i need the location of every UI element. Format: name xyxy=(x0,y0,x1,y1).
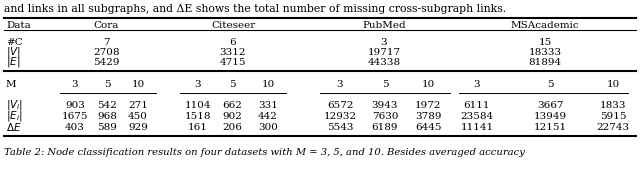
Text: 11141: 11141 xyxy=(460,122,493,132)
Text: $|E|$: $|E|$ xyxy=(6,55,20,69)
Text: 5: 5 xyxy=(228,80,236,89)
Text: 331: 331 xyxy=(258,101,278,110)
Text: 1104: 1104 xyxy=(185,101,211,110)
Text: Table 2: Node classification results on four datasets with M = 3, 5, and 10. Bes: Table 2: Node classification results on … xyxy=(4,148,525,157)
Text: 1972: 1972 xyxy=(415,101,441,110)
Text: 161: 161 xyxy=(188,122,208,132)
Text: 10: 10 xyxy=(261,80,275,89)
Text: 10: 10 xyxy=(606,80,620,89)
Text: 12151: 12151 xyxy=(533,122,566,132)
Text: 3: 3 xyxy=(72,80,78,89)
Text: 13949: 13949 xyxy=(533,112,566,121)
Text: Cora: Cora xyxy=(94,21,119,30)
Text: 10: 10 xyxy=(131,80,145,89)
Text: Citeseer: Citeseer xyxy=(211,21,255,30)
Text: 903: 903 xyxy=(65,101,85,110)
Text: 19717: 19717 xyxy=(367,47,401,56)
Text: MSAcademic: MSAcademic xyxy=(511,21,579,30)
Text: 662: 662 xyxy=(222,101,242,110)
Text: 5: 5 xyxy=(104,80,110,89)
Text: 7630: 7630 xyxy=(372,112,398,121)
Text: 23584: 23584 xyxy=(460,112,493,121)
Text: 6: 6 xyxy=(230,37,236,46)
Text: 902: 902 xyxy=(222,112,242,121)
Text: 12932: 12932 xyxy=(323,112,356,121)
Text: 15: 15 xyxy=(538,37,552,46)
Text: 206: 206 xyxy=(222,122,242,132)
Text: 1833: 1833 xyxy=(600,101,627,110)
Text: 3: 3 xyxy=(337,80,343,89)
Text: 3789: 3789 xyxy=(415,112,441,121)
Text: 589: 589 xyxy=(97,122,117,132)
Text: 22743: 22743 xyxy=(596,122,630,132)
Text: 5: 5 xyxy=(547,80,554,89)
Text: 6445: 6445 xyxy=(415,122,441,132)
Text: 442: 442 xyxy=(258,112,278,121)
Text: 5: 5 xyxy=(381,80,388,89)
Text: 968: 968 xyxy=(97,112,117,121)
Text: 44338: 44338 xyxy=(367,57,401,66)
Text: 403: 403 xyxy=(65,122,85,132)
Text: 3: 3 xyxy=(474,80,480,89)
Text: $|V|$: $|V|$ xyxy=(6,45,21,59)
Text: 3667: 3667 xyxy=(537,101,563,110)
Text: 5915: 5915 xyxy=(600,112,627,121)
Text: 81894: 81894 xyxy=(529,57,561,66)
Text: $|V_i|$: $|V_i|$ xyxy=(6,98,23,112)
Text: M: M xyxy=(6,80,17,89)
Text: 6189: 6189 xyxy=(372,122,398,132)
Text: 3: 3 xyxy=(195,80,202,89)
Text: Data: Data xyxy=(6,21,31,30)
Text: 3943: 3943 xyxy=(372,101,398,110)
Text: 5543: 5543 xyxy=(327,122,353,132)
Text: $|E_i|$: $|E_i|$ xyxy=(6,109,22,123)
Text: 3312: 3312 xyxy=(220,47,246,56)
Text: $\Delta E$: $\Delta E$ xyxy=(6,121,22,133)
Text: 929: 929 xyxy=(128,122,148,132)
Text: 271: 271 xyxy=(128,101,148,110)
Text: 300: 300 xyxy=(258,122,278,132)
Text: 10: 10 xyxy=(421,80,435,89)
Text: 6111: 6111 xyxy=(464,101,490,110)
Text: 3: 3 xyxy=(381,37,387,46)
Text: #C: #C xyxy=(6,37,23,46)
Text: 1675: 1675 xyxy=(61,112,88,121)
Text: 4715: 4715 xyxy=(220,57,246,66)
Text: 450: 450 xyxy=(128,112,148,121)
Text: PubMed: PubMed xyxy=(362,21,406,30)
Text: 7: 7 xyxy=(103,37,110,46)
Text: and links in all subgraphs, and ΔE shows the total number of missing cross-subgr: and links in all subgraphs, and ΔE shows… xyxy=(4,4,506,14)
Text: 1518: 1518 xyxy=(185,112,211,121)
Text: 2708: 2708 xyxy=(93,47,120,56)
Text: 5429: 5429 xyxy=(93,57,120,66)
Text: 18333: 18333 xyxy=(529,47,561,56)
Text: 542: 542 xyxy=(97,101,117,110)
Text: 6572: 6572 xyxy=(327,101,353,110)
